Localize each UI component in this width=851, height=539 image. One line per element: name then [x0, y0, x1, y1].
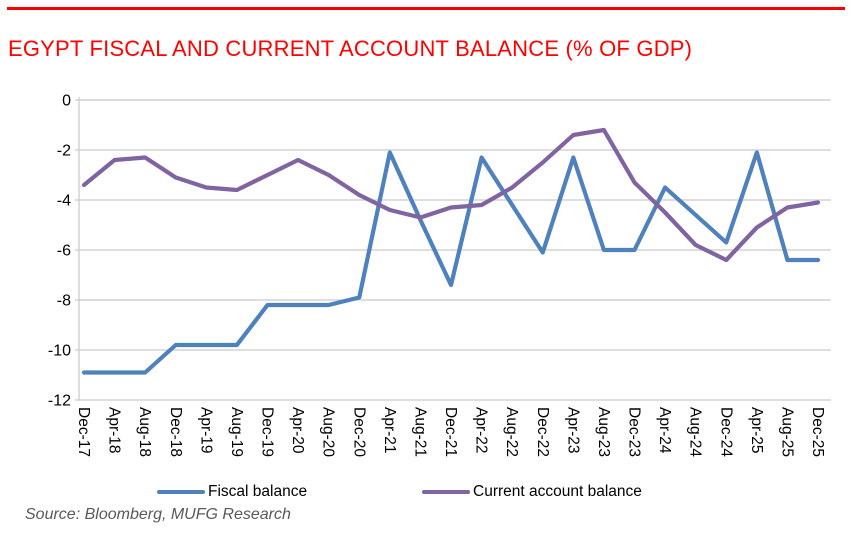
- current-account-line: [81, 127, 821, 263]
- x-axis-label: Dec-17: [75, 407, 92, 457]
- y-axis-label: -8: [57, 293, 71, 310]
- legend-item-fiscal-balance: Fiscal balance: [157, 483, 307, 501]
- y-axis-label: -12: [48, 393, 71, 410]
- x-axis-label: Dec-18: [167, 407, 184, 457]
- x-axis-label: Aug-24: [687, 407, 704, 457]
- x-axis-label: Apr-24: [656, 407, 673, 454]
- x-axis-label: Apr-20: [289, 407, 306, 454]
- x-axis-label: Apr-25: [748, 407, 765, 454]
- legend-label-fiscal-balance: Fiscal balance: [208, 483, 308, 500]
- x-axis-label: Dec-19: [259, 407, 276, 457]
- x-axis-label: Apr-22: [473, 407, 490, 454]
- y-axis-label: -4: [57, 193, 71, 210]
- chart-legend: Fiscal balance Current account balance: [0, 483, 851, 503]
- x-axis-label: Dec-23: [626, 407, 643, 457]
- y-axis-label: 0: [62, 93, 71, 110]
- page-title: EGYPT FISCAL AND CURRENT ACCOUNT BALANCE…: [8, 36, 693, 61]
- x-axis-label: Dec-22: [534, 407, 551, 457]
- top-accent-rule: [7, 7, 845, 10]
- x-axis-label: Dec-20: [350, 407, 367, 457]
- x-axis-label: Aug-23: [595, 407, 612, 457]
- x-axis-label: Apr-18: [106, 407, 123, 454]
- x-axis-label: Aug-20: [320, 407, 337, 457]
- y-axis-label: -6: [57, 243, 71, 260]
- fiscal-balance-line: [81, 150, 821, 375]
- y-axis-label: -2: [57, 143, 71, 160]
- legend-item-current-account: Current account balance: [422, 483, 642, 501]
- y-axis-label: -10: [48, 343, 71, 360]
- x-axis-label: Aug-18: [136, 407, 153, 457]
- x-axis-label: Dec-25: [809, 407, 826, 457]
- x-axis-label: Aug-25: [778, 407, 795, 457]
- x-axis-label: Dec-24: [717, 407, 734, 457]
- x-axis-label: Apr-23: [564, 407, 581, 454]
- x-axis-label: Apr-19: [197, 407, 214, 454]
- x-axis-label: Aug-19: [228, 407, 245, 457]
- legend-label-current-account: Current account balance: [473, 483, 642, 500]
- x-axis-label: Dec-21: [442, 407, 459, 457]
- current-account-swatch: [422, 489, 470, 495]
- source-note: Source: Bloomberg, MUFG Research: [25, 506, 291, 523]
- x-axis-label: Aug-22: [503, 407, 520, 457]
- x-axis-label: Apr-21: [381, 407, 398, 454]
- fiscal-balance-swatch: [157, 489, 205, 495]
- x-axis-label: Aug-21: [411, 407, 428, 457]
